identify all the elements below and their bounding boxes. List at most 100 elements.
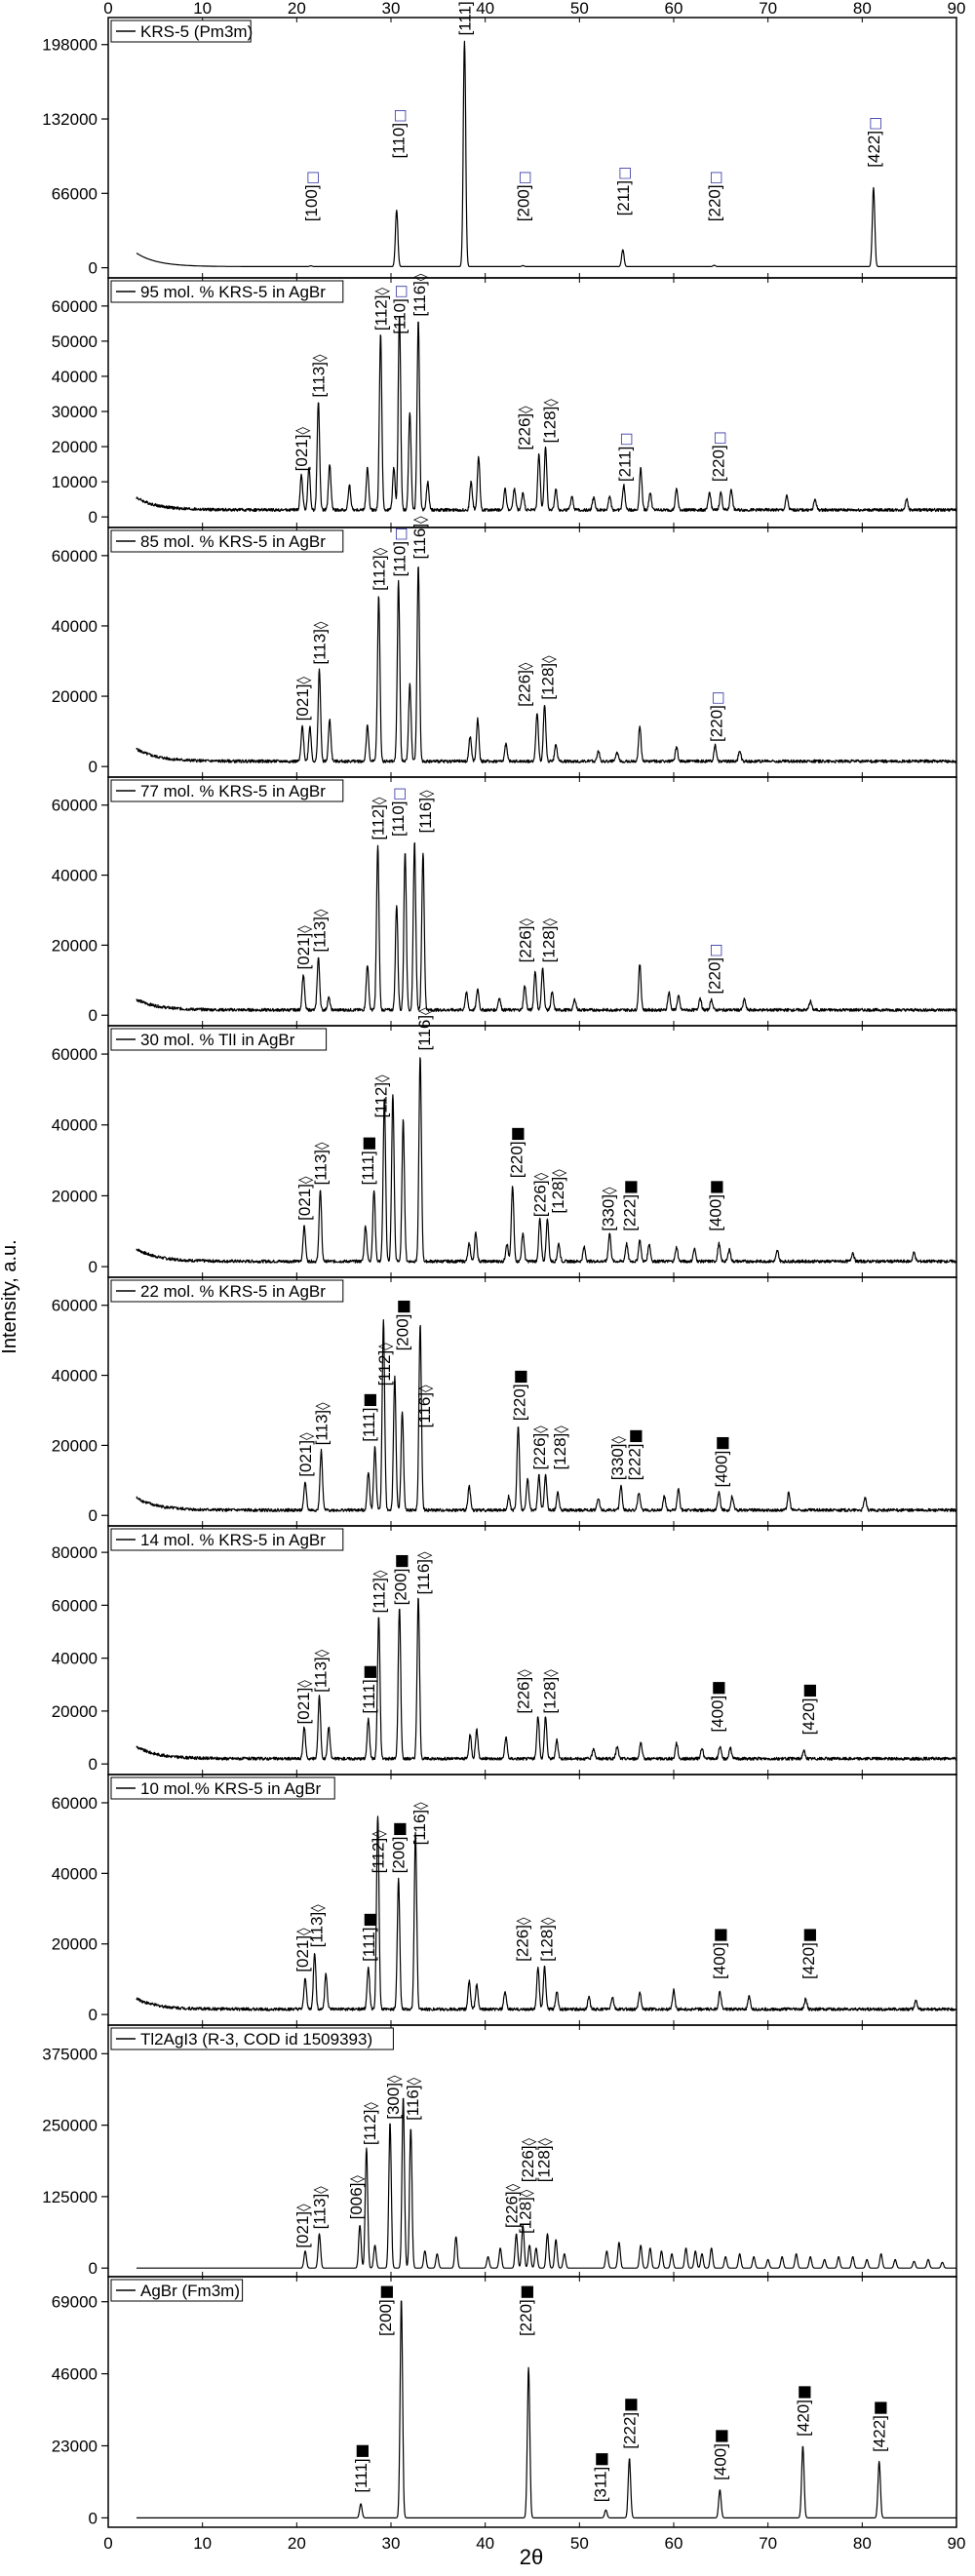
phase-marker: ◊	[405, 2077, 422, 2085]
legend-box	[110, 1776, 335, 1800]
peak-label: [111]□	[455, 0, 474, 35]
peak-hkl: [128]	[516, 2197, 534, 2234]
peak-hkl: [112]	[371, 1082, 390, 1118]
peak-hkl: [128]	[535, 2145, 554, 2182]
y-tick-label: 40000	[52, 1367, 98, 1386]
y-tick-label: 0	[89, 1006, 98, 1025]
series-line	[136, 2300, 957, 2518]
phase-marker: ◊	[293, 426, 311, 434]
peak-hkl: [112]	[371, 295, 390, 332]
phase-marker: ◊	[309, 1904, 327, 1912]
peak-hkl: [116]	[410, 1810, 429, 1846]
series-line	[136, 566, 957, 763]
peak-hkl: [330]	[599, 1194, 617, 1231]
phase-marker: ■	[707, 1180, 725, 1194]
y-tick-label: 125000	[42, 2188, 98, 2206]
peak-label: [110]□	[391, 285, 410, 334]
x-tick-label: 70	[759, 2534, 777, 2553]
legend-text: 30 mol. % TlI in AgBr	[140, 1031, 295, 1049]
peak-label: [222]■	[621, 2398, 640, 2449]
peak-hkl: [006]	[347, 2183, 366, 2220]
peak-hkl: [226]	[530, 1433, 549, 1470]
series-line	[136, 1815, 957, 2011]
phase-marker: ◊	[313, 1402, 331, 1410]
peak-hkl: [112]	[370, 1578, 388, 1614]
x-axis-label: 2θ	[520, 2545, 543, 2569]
x-tick-label: 0	[103, 2534, 112, 2553]
y-tick-label: 20000	[52, 1702, 98, 1721]
peak-label: [100]□	[302, 171, 321, 221]
phase-marker: ■	[800, 1683, 818, 1698]
legend-text: AgBr (Fm3m)	[140, 2282, 240, 2300]
y-tick-label: 40000	[52, 617, 98, 636]
peak-hkl: [200]	[376, 2299, 395, 2336]
peak-label: [021]◊	[294, 1680, 313, 1725]
peak-hkl: [226]	[531, 1180, 550, 1217]
peak-hkl: [226]	[514, 1677, 532, 1714]
peak-label: [113]◊	[312, 1402, 331, 1446]
phase-marker: ■	[360, 1392, 378, 1407]
y-tick-label: 60000	[52, 1045, 98, 1064]
peak-hkl: [200]	[390, 1837, 409, 1874]
panel-frame	[107, 527, 957, 778]
peak-hkl: [116]	[415, 1392, 434, 1428]
peak-label: [220]□	[706, 944, 724, 995]
peak-hkl: [400]	[711, 2443, 729, 2480]
y-tick-label: 69000	[52, 2293, 98, 2312]
peak-hkl: [021]	[292, 434, 311, 471]
phase-marker: ◊	[541, 1669, 559, 1677]
phase-marker: ◊	[312, 909, 330, 917]
peak-label: [112]◊	[370, 1570, 388, 1614]
peak-label: [226]◊	[514, 1669, 532, 1714]
phase-marker: ◊	[294, 2204, 312, 2211]
peak-hkl: [116]	[414, 1559, 433, 1595]
peak-label: [112]◊	[375, 1343, 394, 1386]
peak-label: [113]◊	[308, 1904, 327, 1948]
phase-marker: ◊	[540, 918, 558, 926]
peak-label: [222]■	[621, 1180, 640, 1231]
phase-marker: ◊	[515, 1669, 532, 1677]
peak-hkl: [211]	[614, 180, 633, 216]
peak-label: [111]■	[352, 2443, 370, 2492]
peak-hkl: [116]	[415, 1015, 434, 1051]
legend-box	[110, 20, 252, 43]
peak-hkl: [112]	[375, 1350, 394, 1386]
peak-label: [211]□	[614, 167, 633, 216]
y-tick-label: 0	[89, 1258, 98, 1276]
peak-label: [113]◊	[312, 1142, 331, 1186]
peak-hkl: [112]	[369, 1838, 387, 1874]
peak-hkl: [226]	[515, 413, 533, 450]
phase-marker: ◊	[294, 676, 312, 683]
legend-box	[110, 1279, 344, 1303]
peak-hkl: [220]	[706, 957, 724, 995]
peak-hkl: [111]	[352, 2458, 370, 2492]
peak-label: [128]◊	[539, 918, 558, 963]
peak-label: [021]◊	[293, 1928, 312, 1972]
x-tick-label-top: 70	[759, 0, 777, 18]
peak-label: [113]◊	[310, 354, 329, 398]
peak-hkl: [400]	[712, 1451, 730, 1488]
phase-marker: ◊	[372, 288, 390, 295]
phase-marker: ■	[710, 1928, 728, 1942]
phase-marker: ◊	[609, 1435, 627, 1443]
series-line	[136, 841, 957, 1012]
panel-9: 0 23000 46000 69000 0 10 20 30 40 50 60 70 80 90 AgBr …	[52, 2276, 965, 2553]
peak-label: [128]◊	[516, 2189, 534, 2234]
peak-hkl: [111]	[359, 1151, 377, 1185]
phase-marker: ◊	[297, 1432, 315, 1440]
phase-marker: ■	[711, 2429, 729, 2443]
phase-marker: ◊	[600, 1187, 617, 1194]
phase-marker: ◊	[541, 399, 559, 407]
x-tick-label-top: 50	[570, 0, 589, 18]
peak-label: [111]■	[360, 1392, 378, 1441]
legend-box	[110, 2279, 244, 2302]
peak-hkl: [330]	[608, 1443, 627, 1480]
phase-marker: ■	[794, 2385, 812, 2400]
peak-hkl: [110]	[389, 800, 408, 837]
peak-hkl: [200]	[394, 1314, 412, 1351]
peak-label: [226]◊	[531, 1172, 550, 1217]
y-axis-label: Intensity, a.u.	[0, 1239, 20, 1353]
panel-frame	[107, 1774, 957, 2026]
peak-label: [111]■	[359, 1136, 377, 1185]
